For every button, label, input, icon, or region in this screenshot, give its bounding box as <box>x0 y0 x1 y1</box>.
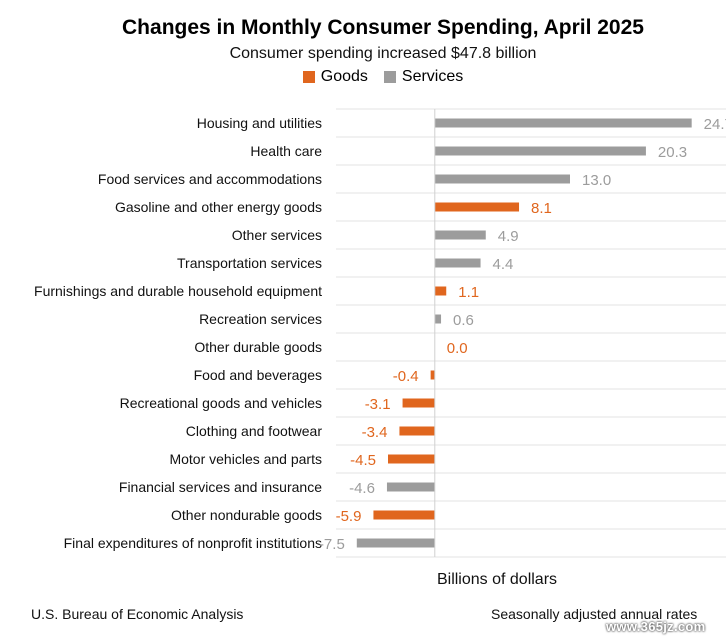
data-label: -4.6 <box>349 480 375 497</box>
data-label: 8.1 <box>531 200 552 217</box>
data-label: -4.5 <box>350 452 376 469</box>
category-label: Health care <box>250 143 322 159</box>
category-label: Transportation services <box>177 255 322 271</box>
category-label: Clothing and footwear <box>186 423 323 439</box>
category-label: Housing and utilities <box>197 115 322 131</box>
legend: Goods Services <box>0 68 726 86</box>
bar <box>434 230 486 240</box>
data-label: 4.4 <box>493 256 514 273</box>
data-label: -7.5 <box>319 536 345 553</box>
data-label: 1.1 <box>458 284 479 301</box>
bar <box>402 398 435 408</box>
data-label: 0.0 <box>447 340 468 357</box>
category-label: Other nondurable goods <box>171 507 322 523</box>
legend-swatch-goods <box>302 71 315 83</box>
category-label: Recreation services <box>199 311 322 327</box>
bar <box>434 146 646 156</box>
category-label: Recreational goods and vehicles <box>120 395 322 411</box>
data-label: 0.6 <box>453 312 474 329</box>
category-label: Furnishings and durable household equipm… <box>34 283 322 299</box>
bar <box>356 538 435 548</box>
x-axis-title: Billions of dollars <box>437 571 557 588</box>
bar <box>434 118 692 128</box>
data-label: -3.4 <box>362 424 388 441</box>
chart-title: Changes in Monthly Consumer Spending, Ap… <box>122 16 644 39</box>
bar <box>434 286 447 296</box>
chart-subtitle: Consumer spending increased $47.8 billio… <box>229 45 537 62</box>
data-label: 20.3 <box>658 144 687 161</box>
data-label: -5.9 <box>336 508 362 525</box>
bar <box>430 370 435 380</box>
data-label: -3.1 <box>365 396 391 413</box>
category-label: Other durable goods <box>194 339 322 355</box>
category-label: Financial services and insurance <box>119 479 322 495</box>
legend-item-goods: Goods <box>302 68 368 86</box>
data-label: 24.7 <box>704 116 726 133</box>
bar <box>434 174 570 184</box>
legend-label-services: Services <box>401 68 464 85</box>
data-label: -0.4 <box>393 368 419 385</box>
source-note: U.S. Bureau of Economic Analysis <box>31 606 244 622</box>
bar <box>386 482 435 492</box>
watermark: www.365jz.com <box>606 619 706 634</box>
bar <box>373 510 435 520</box>
category-label: Other services <box>232 227 322 243</box>
data-label: 13.0 <box>582 172 611 189</box>
legend-label-goods: Goods <box>320 68 368 85</box>
bar <box>388 454 435 464</box>
category-label: Final expenditures of nonprofit institut… <box>64 535 322 551</box>
legend-swatch-services <box>383 71 396 83</box>
category-label: Gasoline and other energy goods <box>115 199 322 215</box>
seasonal-note: Seasonally adjusted annual rates <box>491 606 698 622</box>
bar <box>434 258 481 268</box>
bar <box>399 426 435 436</box>
legend-item-services: Services <box>383 68 464 86</box>
category-label: Food services and accommodations <box>98 171 322 187</box>
data-label: 4.9 <box>498 228 519 245</box>
bar <box>434 202 520 212</box>
category-label: Food and beverages <box>194 367 322 383</box>
bar <box>434 314 442 324</box>
category-label: Motor vehicles and parts <box>169 451 322 467</box>
